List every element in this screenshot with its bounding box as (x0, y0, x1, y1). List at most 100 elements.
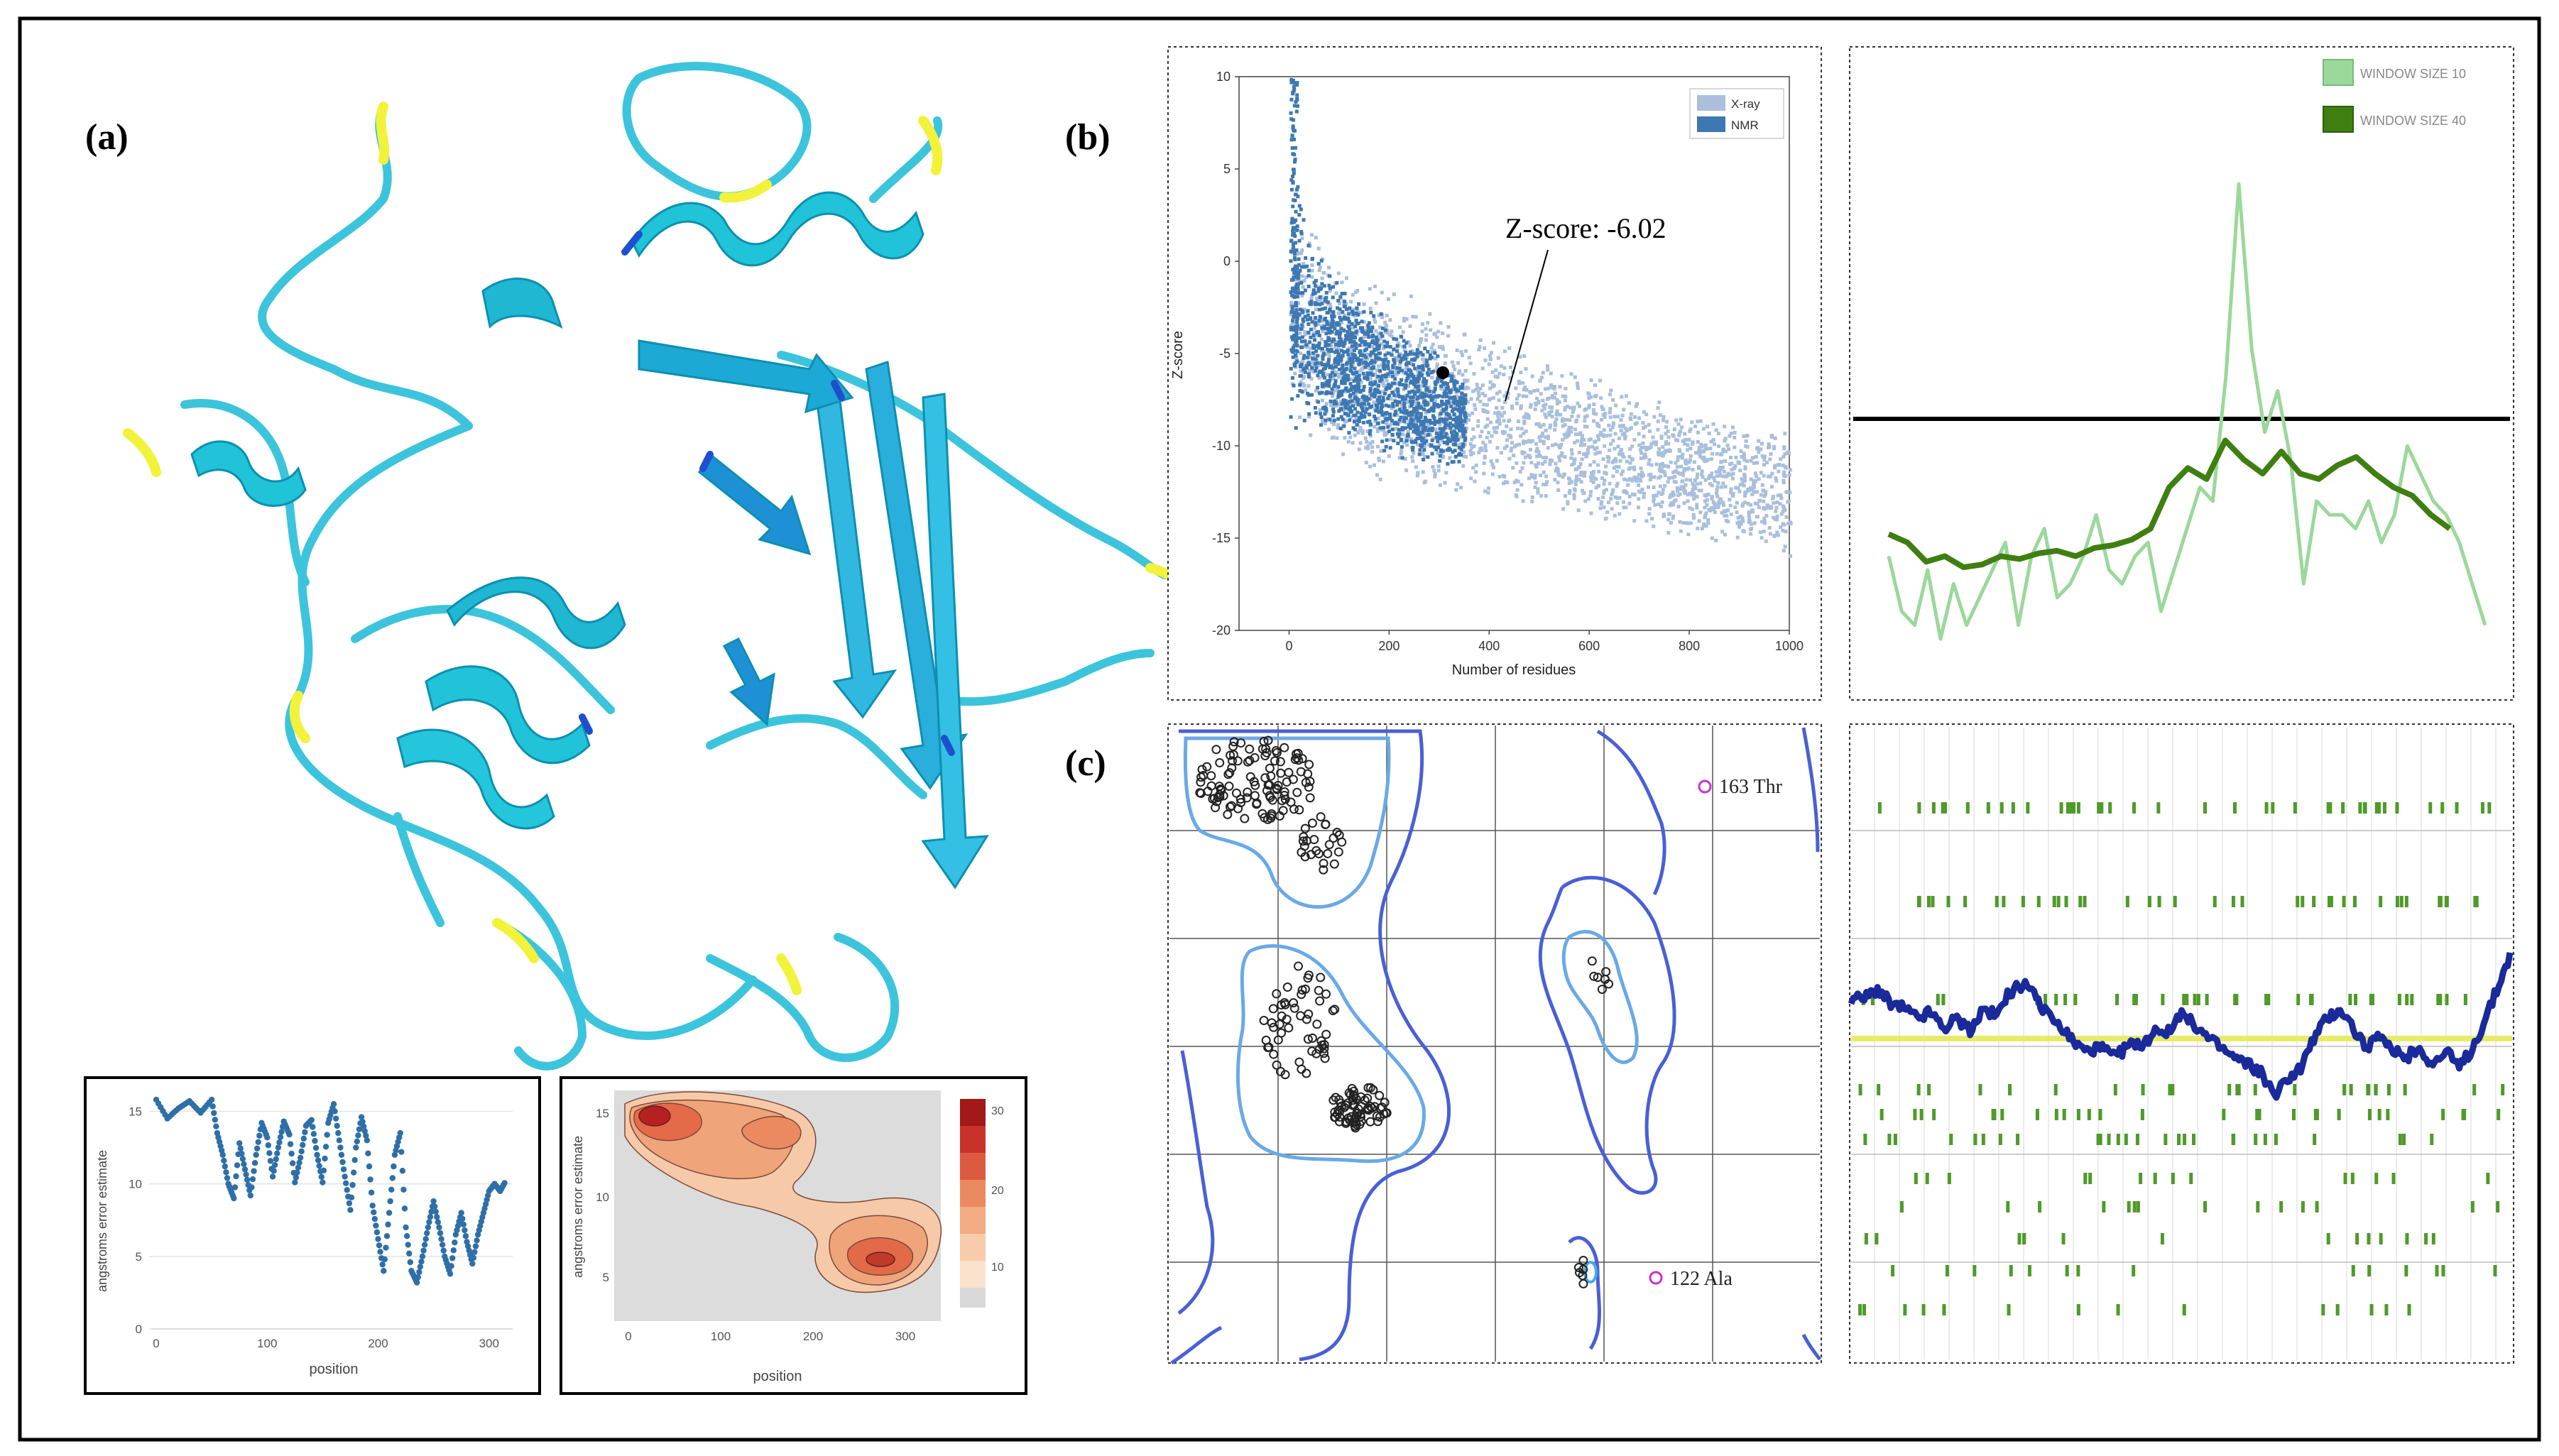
prosa-nmr-point (1429, 353, 1433, 357)
prosa-xray-point (1370, 344, 1375, 349)
prosa-xray-point (1563, 455, 1567, 459)
prosa-xray-point (1298, 331, 1302, 335)
prosa-xray-point (1711, 422, 1715, 426)
plddt-point (276, 1139, 283, 1146)
plddt-point (335, 1129, 342, 1137)
prosa-nmr-point (1429, 406, 1434, 410)
plddt-point (231, 1184, 239, 1190)
energy-residue-tick (2367, 1233, 2371, 1244)
prosa-xray-point (1448, 456, 1452, 460)
prosa-xray-point (1660, 500, 1664, 504)
prosa-nmr-point (1450, 396, 1454, 400)
energy-residue-tick (2397, 994, 2401, 1005)
plddt-point (361, 1128, 368, 1134)
plddt-point (339, 1159, 346, 1166)
prosa-nmr-point (1335, 331, 1339, 335)
prosa-xray-point (1327, 354, 1331, 358)
prosa-nmr-point (1379, 399, 1383, 403)
prosa-nmr-point (1417, 452, 1422, 456)
prosa-xray-point (1675, 486, 1679, 490)
prosa-xray-point (1647, 512, 1652, 516)
prosa-xray-point (1544, 428, 1548, 432)
prosa-xray-point (1684, 437, 1688, 442)
energy-residue-tick (2212, 896, 2217, 907)
prosa-xray-point (1592, 411, 1596, 415)
prosa-xray-point (1502, 446, 1507, 450)
prosa-xray-point (1666, 442, 1671, 446)
energy-residue-tick (2379, 1233, 2383, 1244)
prosa-xray-point (1433, 474, 1437, 478)
prosa-nmr-point (1295, 93, 1299, 97)
prosa-xray-point (1392, 292, 1396, 297)
prosa-xray-point (1489, 351, 1493, 355)
prosa-xray-point (1463, 386, 1467, 390)
prosa-nmr-point (1462, 405, 1466, 410)
prosa-xray-point (1720, 510, 1724, 515)
rama-point (1240, 814, 1250, 823)
plddt-point (251, 1159, 258, 1166)
prosa-nmr-point (1416, 425, 1420, 429)
prosa-ytick: -15 (1212, 531, 1231, 545)
prosa-xray-point (1755, 461, 1759, 465)
prosa-xray-point (1676, 422, 1681, 426)
prosa-xray-point (1776, 493, 1780, 498)
prosa-xray-point (1497, 371, 1502, 376)
density-xlabel: position (753, 1369, 802, 1384)
prosa-nmr-point (1385, 438, 1389, 442)
prosa-nmr-point (1330, 371, 1334, 375)
energy-residue-tick (2083, 1173, 2088, 1184)
prosa-xray-point (1454, 488, 1458, 492)
prosa-xray-point (1745, 459, 1749, 464)
prosa-xray-point (1368, 287, 1372, 291)
energy-residue-tick (2405, 994, 2409, 1005)
prosa-xray-point (1613, 513, 1617, 518)
rama-point (1282, 777, 1292, 787)
prosa-xray-point (1467, 418, 1471, 422)
energy-residue-tick (2196, 994, 2200, 1005)
prosa-nmr-point (1419, 406, 1423, 410)
prosa-xray-point (1703, 513, 1708, 518)
rama-point (1225, 768, 1235, 778)
prosa-nmr-point (1289, 117, 1294, 121)
prosa-nmr-point (1459, 453, 1463, 457)
prosa-xray-point (1657, 491, 1661, 495)
prosa-nmr-point (1314, 278, 1318, 283)
prosa-xray-point (1521, 441, 1525, 445)
prosa-nmr-point (1386, 363, 1390, 368)
prosa-xray-point (1585, 454, 1589, 459)
prosa-xray-point (1686, 493, 1690, 497)
prosa-nmr-point (1434, 435, 1439, 439)
energy-line (1848, 952, 2514, 1101)
prosa-xray-point (1576, 508, 1581, 513)
prosa-nmr-point (1349, 331, 1353, 335)
prosa-xray-point (1524, 440, 1528, 444)
prosa-xray-point (1453, 404, 1458, 408)
energy-residue-tick (1862, 1304, 1867, 1315)
prosa-xray-point (1639, 466, 1643, 471)
prosa-xray-point (1669, 493, 1673, 497)
prosa-xray-point (1691, 513, 1696, 517)
prosa-xray-point (1684, 521, 1688, 525)
rama-point (1245, 755, 1255, 765)
prosa-nmr-point (1346, 316, 1350, 320)
prosa-nmr-point (1403, 426, 1407, 430)
prosa-xray-point (1627, 501, 1632, 505)
prosa-nmr-point (1356, 321, 1360, 325)
prosa-xray-point (1623, 426, 1627, 430)
plddt-point (373, 1229, 381, 1236)
prosa-nmr-point (1317, 341, 1321, 346)
plddt-point (462, 1233, 469, 1239)
energy-residue-tick (2007, 1304, 2011, 1315)
plddt-point (256, 1132, 263, 1139)
prosa-xray-point (1421, 357, 1425, 361)
prosa-xray-point (1421, 470, 1425, 474)
prosa-nmr-point (1368, 353, 1373, 357)
prosa-xray-point (1320, 398, 1324, 403)
energy-residue-tick (2309, 994, 2313, 1005)
prosa-nmr-point (1396, 442, 1400, 446)
prosa-xray-point (1495, 375, 1500, 379)
prosa-xray-point (1471, 411, 1475, 415)
prosa-xray-point (1608, 415, 1613, 420)
ribbon-low-confidence (123, 102, 1187, 995)
prosa-nmr-point (1429, 371, 1434, 375)
